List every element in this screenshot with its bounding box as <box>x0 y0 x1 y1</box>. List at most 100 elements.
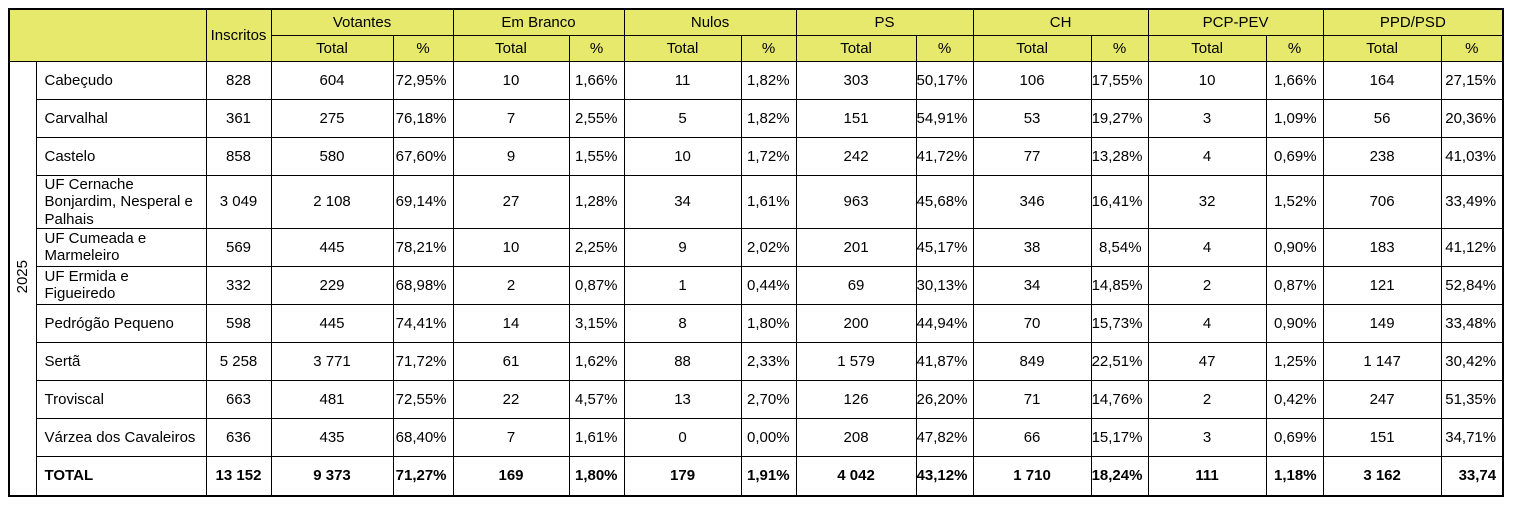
percent-cell: 71,72% <box>392 341 454 381</box>
percent-cell: 74,41% <box>392 303 454 343</box>
total-cell: 88 <box>623 341 742 381</box>
subheader-percent-nulos: % <box>740 35 797 62</box>
percent-cell: 0,90% <box>1265 227 1324 267</box>
total-cell: 238 <box>1322 137 1442 176</box>
percent-cell: 1,62% <box>568 341 625 381</box>
total-cell: 22 <box>452 379 570 419</box>
group-header-nulos: Nulos <box>623 8 797 36</box>
subheader-percent-votantes: % <box>392 35 454 62</box>
total-cell: 151 <box>1322 417 1442 457</box>
inscritos-cell: 5 258 <box>205 341 272 381</box>
subheader-percent-ch: % <box>1090 35 1149 62</box>
total-cell: 27 <box>452 175 570 229</box>
percent-cell: 45,17% <box>915 227 974 267</box>
total-cell: 71 <box>972 379 1092 419</box>
row-name-cell: UF Ermida e Figueiredo <box>35 265 207 305</box>
inscritos-cell: 636 <box>205 417 272 457</box>
percent-cell: 67,60% <box>392 137 454 176</box>
total-cell: 38 <box>972 227 1092 267</box>
percent-cell: 1,09% <box>1265 99 1324 138</box>
group-header-em-branco: Em Branco <box>452 8 625 36</box>
corner-header-cell <box>8 8 207 62</box>
total-cell: 445 <box>270 303 394 343</box>
percent-cell: 43,12% <box>915 455 974 497</box>
percent-cell: 0,00% <box>740 417 797 457</box>
total-cell: 10 <box>452 61 570 100</box>
inscritos-cell: 3 049 <box>205 175 272 229</box>
subheader-percent-ps: % <box>915 35 974 62</box>
percent-cell: 0,90% <box>1265 303 1324 343</box>
row-name-cell: Cabeçudo <box>35 61 207 100</box>
table-row: UF Ermida e Figueiredo 332 229 68,98% 2 0,87%… <box>9 265 1504 305</box>
percent-cell: 71,27% <box>392 455 454 497</box>
total-cell: 34 <box>972 265 1092 305</box>
group-header-ppd-psd: PPD/PSD <box>1322 8 1504 36</box>
percent-cell: 47,82% <box>915 417 974 457</box>
total-cell: 963 <box>795 175 917 229</box>
percent-cell: 17,55% <box>1090 61 1149 100</box>
subheader-total-em-branco: Total <box>452 35 570 62</box>
year-cell: 2025 <box>8 61 37 497</box>
row-name-cell: Sertã <box>35 341 207 381</box>
total-cell: 4 <box>1147 227 1267 267</box>
subheader-percent-ppd-psd: % <box>1440 35 1504 62</box>
row-name-cell: Pedrógão Pequeno <box>35 303 207 343</box>
total-cell: 1 579 <box>795 341 917 381</box>
total-cell: 208 <box>795 417 917 457</box>
percent-cell: 2,55% <box>568 99 625 138</box>
total-cell: 3 771 <box>270 341 394 381</box>
subheader-total-nulos: Total <box>623 35 742 62</box>
percent-cell: 33,49% <box>1440 175 1504 229</box>
group-header-row: Inscritos Votantes Em Branco Nulos PS CH PCP-… <box>8 8 1504 62</box>
total-cell: 5 <box>623 99 742 138</box>
total-cell: 183 <box>1322 227 1442 267</box>
subheader-total-ppd-psd: Total <box>1322 35 1442 62</box>
total-cell: 61 <box>452 341 570 381</box>
total-cell: 121 <box>1322 265 1442 305</box>
inscritos-cell: 598 <box>205 303 272 343</box>
total-cell: 53 <box>972 99 1092 138</box>
total-cell: 66 <box>972 417 1092 457</box>
table-row: Troviscal 663 481 72,55% 22 4,57% 13 2,70% 126 26… <box>9 379 1504 419</box>
total-cell: 169 <box>452 455 570 497</box>
row-name-cell: Várzea dos Cavaleiros <box>35 417 207 457</box>
total-cell: 0 <box>623 417 742 457</box>
percent-cell: 51,35% <box>1440 379 1504 419</box>
percent-cell: 19,27% <box>1090 99 1149 138</box>
total-cell: 56 <box>1322 99 1442 138</box>
total-cell: 9 <box>623 227 742 267</box>
inscritos-cell: 569 <box>205 227 272 267</box>
percent-cell: 1,72% <box>740 137 797 176</box>
total-cell: 303 <box>795 61 917 100</box>
row-name-cell: TOTAL <box>35 455 207 497</box>
total-cell: 10 <box>452 227 570 267</box>
total-cell: 2 108 <box>270 175 394 229</box>
total-cell: 481 <box>270 379 394 419</box>
percent-cell: 2,25% <box>568 227 625 267</box>
total-cell: 2 <box>1147 265 1267 305</box>
percent-cell: 68,40% <box>392 417 454 457</box>
total-cell: 13 <box>623 379 742 419</box>
percent-cell: 1,82% <box>740 99 797 138</box>
total-cell: 4 <box>1147 137 1267 176</box>
percent-cell: 3,15% <box>568 303 625 343</box>
total-cell: 149 <box>1322 303 1442 343</box>
group-header-ps: PS <box>795 8 974 36</box>
percent-cell: 1,18% <box>1265 455 1324 497</box>
percent-cell: 72,55% <box>392 379 454 419</box>
percent-cell: 33,74 <box>1440 455 1504 497</box>
total-cell: 111 <box>1147 455 1267 497</box>
percent-cell: 1,66% <box>1265 61 1324 100</box>
inscritos-header: Inscritos <box>205 8 272 62</box>
total-cell: 200 <box>795 303 917 343</box>
percent-cell: 20,36% <box>1440 99 1504 138</box>
percent-cell: 26,20% <box>915 379 974 419</box>
row-name-cell: Carvalhal <box>35 99 207 138</box>
subheader-percent-em-branco: % <box>568 35 625 62</box>
total-cell: 3 <box>1147 99 1267 138</box>
total-cell: 9 <box>452 137 570 176</box>
year-label: 2025 <box>14 259 32 294</box>
inscritos-cell: 332 <box>205 265 272 305</box>
total-cell: 247 <box>1322 379 1442 419</box>
